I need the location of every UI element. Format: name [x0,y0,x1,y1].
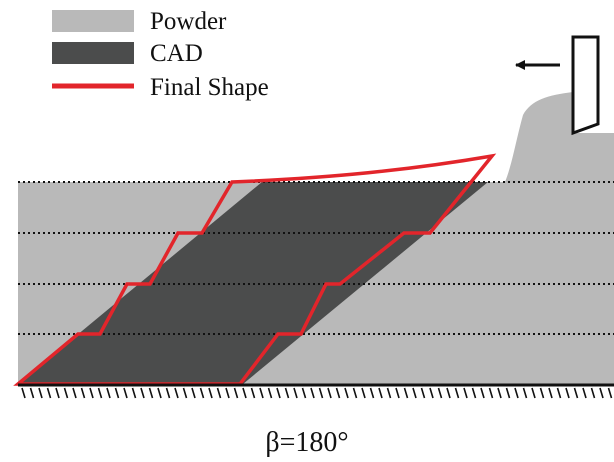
legend-label-powder: Powder [150,8,227,35]
hatch-mark [123,387,128,399]
hatch-mark [488,387,494,399]
hatch-mark [46,387,52,399]
hatch-mark [191,387,196,399]
hatch-mark [446,387,451,399]
hatch-mark [573,387,579,399]
hatch-mark [548,387,553,399]
hatch-mark [556,387,562,399]
hatch-mark [454,387,460,399]
hatch-mark [531,387,536,399]
legend-swatch-powder [52,10,134,32]
hatch-mark [607,387,613,399]
hatch-mark [216,387,222,399]
layer-lines [18,181,614,335]
hatch-mark [208,387,213,399]
hatch-mark [318,387,324,399]
hatch-mark [80,387,86,399]
hatch-mark [97,387,103,399]
hatch-mark [514,387,519,399]
hatch-mark [429,387,434,399]
hatch-mark [420,387,426,399]
hatch-mark [599,387,604,399]
hatch-mark [106,387,111,399]
hatch-mark [29,387,35,399]
hatch-mark [395,387,400,399]
hatch-mark [352,387,358,399]
hatch-mark [301,387,307,399]
hatch-mark [284,387,290,399]
hatch-mark [522,387,528,399]
hatch-mark [114,387,120,399]
hatch-mark [72,387,77,399]
hatch-mark [157,387,162,399]
hatch-mark [233,387,239,399]
final-shape-outline [13,153,497,386]
hatch-mark [505,387,511,399]
hatch-mark [131,387,137,399]
hatch-mark [182,387,188,399]
hatch-mark [471,387,477,399]
hatch-mark [140,387,145,399]
hatched-ground-icon [21,387,613,399]
hatch-mark [386,387,392,399]
hatch-mark [344,387,349,399]
legend-label-final-shape: Final Shape [150,74,269,101]
hatch-mark [276,387,281,399]
hatch-mark [437,387,443,399]
hatch-mark [463,387,468,399]
legend-swatch-cad [52,42,134,64]
hatch-mark [225,387,230,399]
hatch-mark [480,387,485,399]
hatch-mark [267,387,273,399]
hatch-mark [38,387,43,399]
legend: Powder CAD Final Shape [52,8,269,101]
hatch-mark [165,387,171,399]
hatch-mark [310,387,315,399]
hatch-mark [242,387,247,399]
hatch-mark [403,387,409,399]
hatch-mark [412,387,417,399]
hatch-mark [89,387,94,399]
hatch-mark [148,387,154,399]
hatch-mark [259,387,264,399]
hatch-mark [369,387,375,399]
hatch-mark [174,387,179,399]
hatch-mark [199,387,205,399]
hatch-mark [21,387,26,399]
hatch-mark [497,387,502,399]
hatch-mark [582,387,587,399]
hatch-mark [590,387,596,399]
hatch-mark [539,387,545,399]
hatch-mark [378,387,383,399]
hatch-mark [335,387,341,399]
recoater-blade-icon [571,35,600,136]
hatch-mark [55,387,60,399]
hatch-mark [250,387,256,399]
caption: β=180° [265,427,348,458]
hatch-mark [63,387,69,399]
hatch-mark [361,387,366,399]
hatch-mark [565,387,570,399]
legend-label-cad: CAD [150,40,203,67]
hatch-mark [327,387,332,399]
hatch-mark [293,387,298,399]
